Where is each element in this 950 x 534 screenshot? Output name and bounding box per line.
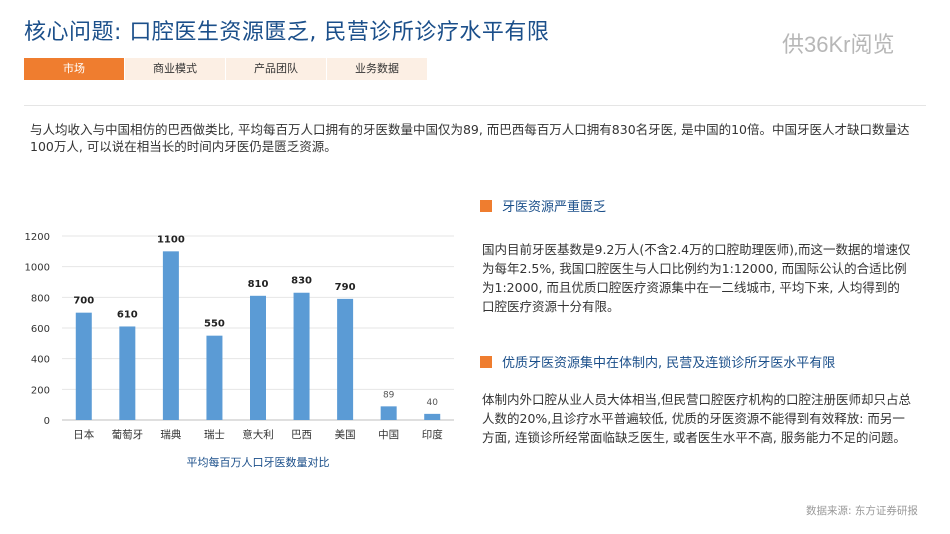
watermark-text: 供36Kr阅览 bbox=[782, 32, 895, 57]
data-source-note: 数据来源: 东方证券研报 bbox=[806, 505, 918, 517]
y-tick-label: 200 bbox=[31, 385, 50, 396]
y-tick-label: 800 bbox=[31, 293, 50, 304]
section-body-shortage: 国内目前牙医基数是9.2万人(不含2.4万的口腔助理医师),而这一数据的增速仅为… bbox=[482, 242, 911, 314]
x-axis-caption: 平均每百万人口牙医数量对比 bbox=[187, 455, 330, 469]
data-label: 790 bbox=[335, 282, 356, 293]
data-label: 40 bbox=[426, 398, 438, 408]
dentist-bar-chart: 0 200 400 600 800 1000 1200 700 日本 610 葡萄牙 1100 瑞典 55… bbox=[25, 232, 454, 469]
bar bbox=[206, 335, 223, 420]
bar bbox=[337, 298, 354, 420]
tab-bar: 市场 商业模式 产品团队 业务数据 bbox=[24, 58, 428, 80]
tab-business-model[interactable]: 商业模式 bbox=[125, 58, 225, 80]
section-title-shortage-text: 牙医资源严重匮乏 bbox=[502, 200, 607, 215]
tab-product-team[interactable]: 产品团队 bbox=[226, 58, 326, 80]
data-label: 610 bbox=[117, 309, 138, 320]
section-body-quality: 体制内外口腔从业人员大体相当,但民营口腔医疗机构的口腔注册医师却只占总人数的20… bbox=[482, 392, 911, 445]
category-label: 印度 bbox=[422, 428, 443, 441]
category-label: 意大利 bbox=[242, 428, 274, 441]
section-title-shortage: 牙医资源严重匮乏 bbox=[480, 196, 606, 215]
section-title-quality-text: 优质牙医资源集中在体制内, 民营及连锁诊所牙医水平有限 bbox=[502, 356, 836, 371]
y-tick-label: 1000 bbox=[25, 263, 50, 274]
bullet-square-icon bbox=[480, 355, 492, 368]
category-label: 中国 bbox=[378, 428, 399, 441]
bar bbox=[250, 295, 266, 420]
tab-market[interactable]: 市场 bbox=[24, 58, 124, 80]
data-label: 1100 bbox=[157, 234, 185, 245]
tab-business-data[interactable]: 业务数据 bbox=[327, 58, 427, 80]
bar bbox=[75, 312, 92, 420]
category-label: 瑞典 bbox=[160, 428, 181, 441]
section-title-quality: 优质牙医资源集中在体制内, 民营及连锁诊所牙医水平有限 bbox=[480, 352, 835, 371]
data-label: 830 bbox=[291, 276, 312, 287]
y-tick-label: 1200 bbox=[25, 232, 50, 243]
bullet-square-icon bbox=[480, 199, 492, 212]
divider bbox=[24, 105, 926, 106]
y-tick-label: 600 bbox=[31, 324, 50, 335]
category-label: 巴西 bbox=[291, 429, 312, 441]
category-label: 美国 bbox=[335, 428, 356, 441]
data-label: 700 bbox=[73, 296, 94, 307]
category-label: 瑞士 bbox=[204, 428, 225, 441]
bar bbox=[162, 251, 179, 420]
page-title: 核心问题: 口腔医生资源匮乏, 民营诊所诊疗水平有限 bbox=[24, 20, 550, 45]
data-label: 550 bbox=[204, 319, 225, 330]
category-label: 葡萄牙 bbox=[112, 428, 144, 441]
data-label: 810 bbox=[248, 279, 269, 290]
data-label: 89 bbox=[383, 390, 395, 400]
y-tick-label: 400 bbox=[31, 355, 50, 366]
bar bbox=[119, 326, 136, 420]
bar bbox=[293, 292, 310, 420]
bar bbox=[424, 413, 441, 420]
category-label: 日本 bbox=[73, 428, 94, 441]
bar bbox=[380, 406, 397, 420]
y-tick-label: 0 bbox=[44, 416, 50, 427]
intro-paragraph: 与人均收入与中国相仿的巴西做类比, 平均每百万人口拥有的牙医数量中国仅为89, … bbox=[30, 122, 910, 154]
